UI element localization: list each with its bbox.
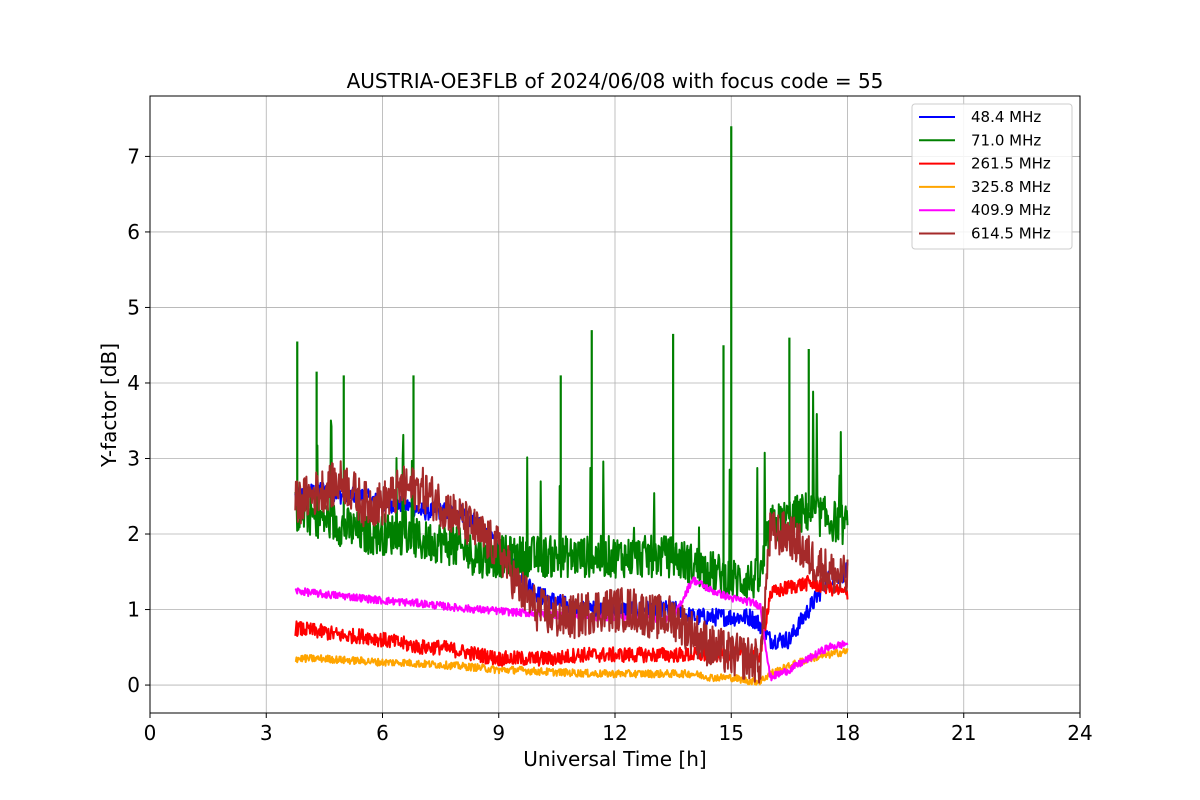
- legend-label: 71.0 MHz: [971, 131, 1041, 149]
- series-lines: [294, 126, 849, 686]
- chart-title: AUSTRIA-OE3FLB of 2024/06/08 with focus …: [347, 69, 884, 93]
- x-tick-label: 18: [835, 721, 860, 745]
- x-tick-label: 0: [144, 721, 157, 745]
- y-tick-label: 6: [127, 220, 140, 244]
- x-tick-label: 9: [492, 721, 505, 745]
- series-line: [294, 390, 849, 600]
- legend-label: 48.4 MHz: [971, 108, 1041, 126]
- legend-label: 325.8 MHz: [971, 178, 1051, 196]
- y-axis-label: Y-factor [dB]: [97, 343, 121, 468]
- y-tick-label: 3: [127, 446, 140, 470]
- y-tick-label: 4: [127, 371, 140, 395]
- legend-label: 614.5 MHz: [971, 225, 1051, 243]
- x-tick-label: 12: [602, 721, 627, 745]
- series-line: [294, 460, 849, 684]
- x-tick-label: 6: [376, 721, 389, 745]
- x-tick-label: 24: [1067, 721, 1092, 745]
- legend-label: 261.5 MHz: [971, 155, 1051, 173]
- legend-label: 409.9 MHz: [971, 201, 1051, 219]
- x-tick-label: 15: [719, 721, 744, 745]
- y-tick-label: 2: [127, 522, 140, 546]
- y-tick-label: 1: [127, 598, 140, 622]
- y-tick-label: 5: [127, 295, 140, 319]
- x-axis-label: Universal Time [h]: [523, 747, 706, 771]
- y-tick-label: 7: [127, 144, 140, 168]
- x-tick-label: 21: [951, 721, 976, 745]
- x-tick-label: 3: [260, 721, 273, 745]
- y-tick-label: 0: [127, 673, 140, 697]
- legend: 48.4 MHz 71.0 MHz 261.5 MHz 325.8 MHz 409.9…: [911, 103, 1073, 250]
